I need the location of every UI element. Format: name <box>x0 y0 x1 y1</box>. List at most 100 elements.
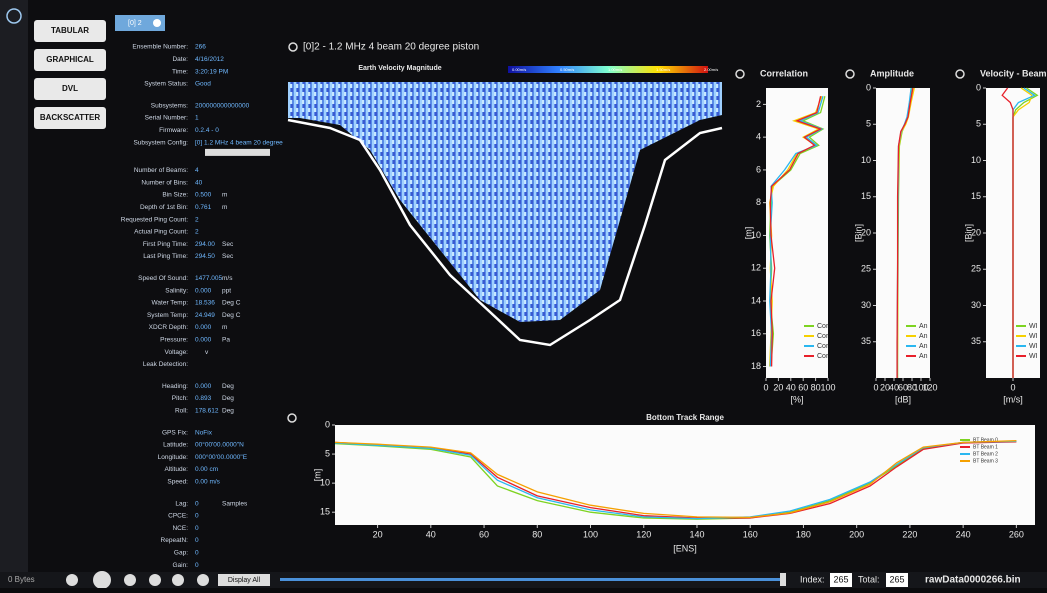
total-value: 265 <box>889 574 904 584</box>
x-tick-label: 120 <box>922 382 937 392</box>
info-label: Last Ping Time: <box>143 253 188 260</box>
info-value: 3:20:19 PM <box>195 68 228 75</box>
info-value: 2 <box>195 216 199 223</box>
x-tick-label: 0 <box>763 382 768 392</box>
y-tick-label: 30 <box>861 300 871 310</box>
legend-label: An <box>919 343 928 350</box>
x-tick-label: 20 <box>373 529 383 539</box>
info-label: Gap: <box>174 550 188 557</box>
x-tick-label: 220 <box>902 529 917 539</box>
y-tick-label: 4 <box>756 132 761 142</box>
x-axis-label: [m/s] <box>1003 394 1023 404</box>
player-button[interactable] <box>172 574 184 586</box>
info-unit: Deg <box>222 383 234 390</box>
info-value: 4/16/2012 <box>195 56 224 63</box>
y-tick-label: 5 <box>866 119 871 129</box>
x-tick-label: 200 <box>849 529 864 539</box>
y-tick-label: 35 <box>861 336 871 346</box>
y-tick-label: 10 <box>971 155 981 165</box>
info-label: Pitch: <box>172 395 188 402</box>
sidebar-button-label: DVL <box>62 84 78 93</box>
player-button[interactable] <box>197 574 209 586</box>
info-value: 0.00 m/s <box>195 479 221 486</box>
info-value: 294.50 <box>195 253 215 260</box>
y-tick-label: 25 <box>861 264 871 274</box>
info-label: Bin Size: <box>162 192 188 199</box>
info-value: 24.949 <box>195 312 215 319</box>
info-label: Firmware: <box>159 127 188 134</box>
info-value: 0.00 cm <box>195 466 218 473</box>
info-label: Speed Of Sound: <box>138 275 188 282</box>
info-value: 4 <box>195 167 199 174</box>
y-tick-label: 5 <box>976 119 981 129</box>
legend-label: WI <box>1029 323 1038 330</box>
info-value: 1477.005 <box>195 275 222 282</box>
info-value: 0.761 <box>195 204 212 211</box>
x-tick-label: 0 <box>1010 382 1015 392</box>
legend-label: BT Beam 1 <box>973 444 998 450</box>
info-value: 294.00 <box>195 241 215 248</box>
info-label: System Temp: <box>147 312 188 319</box>
y-axis-label: [m] <box>312 469 322 482</box>
legend-label: An <box>919 333 928 340</box>
info-unit: m <box>222 324 227 331</box>
scale-label: 1.50m/s <box>656 67 670 72</box>
panel-title: [0]2 - 1.2 MHz 4 beam 20 degree piston <box>303 42 479 53</box>
info-label: Roll: <box>175 408 188 415</box>
y-axis-label: [Bin] <box>963 224 973 242</box>
left-strip <box>0 0 28 588</box>
legend-label: Cor <box>817 353 829 360</box>
info-value: 40 <box>195 179 203 186</box>
slider-track[interactable] <box>280 578 780 581</box>
index-label: Index: <box>800 574 825 584</box>
info-value: 0.000 <box>195 383 212 390</box>
info-value: 000°00'00.0000"E <box>195 453 248 461</box>
info-label: Leak Detection: <box>143 361 188 368</box>
x-tick-label: 100 <box>583 529 598 539</box>
player-button[interactable] <box>149 574 161 586</box>
y-tick-label: 15 <box>971 191 981 201</box>
info-unit: m/s <box>222 275 233 282</box>
x-tick-label: 20 <box>773 382 783 392</box>
info-unit: Sec <box>222 241 234 248</box>
info-value: 0.000 <box>195 324 212 331</box>
config-slider[interactable] <box>205 149 270 156</box>
info-unit: Pa <box>222 337 230 344</box>
index-value: 265 <box>833 574 848 584</box>
legend-label: BT Beam 2 <box>973 451 998 457</box>
info-label: Heading: <box>162 383 188 390</box>
info-unit: ppt <box>222 287 231 294</box>
slider-thumb[interactable] <box>780 573 786 586</box>
y-tick-label: 0 <box>866 82 871 92</box>
x-axis-label: [%] <box>790 394 803 404</box>
sidebar-button-label: BACKSCATTER <box>40 113 101 122</box>
y-tick-label: 30 <box>971 300 981 310</box>
y-tick-label: 15 <box>320 507 330 517</box>
legend-label: Cor <box>817 333 829 340</box>
y-tick-label: 15 <box>861 191 871 201</box>
info-value: 0.000 <box>195 287 212 294</box>
info-label: Salinity: <box>165 287 188 294</box>
info-label: Voltage: <box>165 349 189 356</box>
info-value: NoFix <box>195 429 213 436</box>
x-tick-label: 0 <box>873 382 878 392</box>
y-tick-label: 10 <box>861 155 871 165</box>
tab-close[interactable] <box>153 19 161 27</box>
info-value: 0.500 <box>195 192 212 199</box>
total-label: Total: <box>858 574 880 584</box>
y-tick-label: 0 <box>325 419 330 429</box>
y-tick-label: 35 <box>971 336 981 346</box>
info-label: Speed: <box>167 479 188 486</box>
chart-title: Amplitude <box>870 68 914 78</box>
info-label: Altitude: <box>165 466 189 473</box>
info-value: 0.2.4 - 0 <box>195 127 219 134</box>
y-tick-label: 25 <box>971 264 981 274</box>
player-button[interactable] <box>124 574 136 586</box>
info-value: 266 <box>195 44 206 51</box>
info-label: Requested Ping Count: <box>121 216 188 223</box>
x-tick-label: 80 <box>532 529 542 539</box>
x-tick-label: 120 <box>636 529 651 539</box>
scale-label: 2.00m/s <box>704 67 718 72</box>
legend-label: WI <box>1029 353 1038 360</box>
player-button[interactable] <box>66 574 78 586</box>
